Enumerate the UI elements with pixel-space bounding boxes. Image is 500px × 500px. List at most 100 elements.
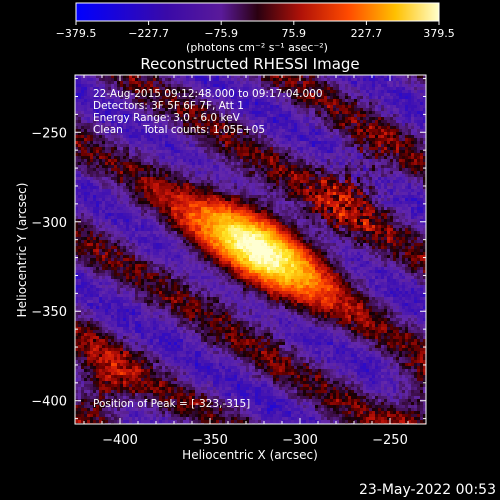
heatmap-cell [414, 189, 418, 193]
heatmap-cell [183, 192, 187, 196]
heatmap-cell [231, 75, 235, 79]
heatmap-cell [321, 141, 325, 145]
heatmap-cell [147, 135, 151, 139]
heatmap-cell [231, 156, 235, 160]
heatmap-cell [180, 156, 184, 160]
heatmap-cell [399, 195, 403, 199]
heatmap-cell [321, 102, 325, 106]
heatmap-cell [417, 87, 421, 91]
heatmap-cell [297, 144, 301, 148]
heatmap-cell [369, 147, 373, 151]
heatmap-cell [354, 78, 358, 82]
heatmap-cell [120, 156, 124, 160]
heatmap-cell [393, 102, 397, 106]
heatmap-cell [108, 123, 112, 127]
heatmap-cell [141, 105, 145, 109]
heatmap-cell [198, 168, 202, 172]
heatmap-cell [237, 93, 241, 97]
heatmap-cell [183, 189, 187, 193]
heatmap-cell [294, 108, 298, 112]
heatmap-cell [177, 96, 181, 100]
heatmap-cell [186, 120, 190, 124]
heatmap-cell [174, 120, 178, 124]
heatmap-cell [240, 105, 244, 109]
heatmap-cell [99, 132, 103, 136]
heatmap-cell [318, 138, 322, 142]
heatmap-cell [174, 96, 178, 100]
heatmap-cell [393, 156, 397, 160]
heatmap-cell [381, 159, 385, 163]
heatmap-cell [75, 108, 79, 112]
heatmap-cell [225, 183, 229, 187]
heatmap-cell [216, 153, 220, 157]
heatmap-cell [285, 165, 289, 169]
heatmap-cell [381, 168, 385, 172]
heatmap-cell [210, 195, 214, 199]
heatmap-cell [264, 138, 268, 142]
heatmap-cell [264, 132, 268, 136]
heatmap-cell [213, 120, 217, 124]
heatmap-cell [246, 75, 250, 79]
heatmap-cell [414, 192, 418, 196]
heatmap-cell [222, 138, 226, 142]
heatmap-cell [108, 120, 112, 124]
heatmap-cell [306, 81, 310, 85]
heatmap-cell [120, 165, 124, 169]
heatmap-cell [99, 141, 103, 145]
heatmap-cell [75, 186, 79, 190]
heatmap-cell [204, 99, 208, 103]
heatmap-cell [90, 78, 94, 82]
heatmap-cell [393, 186, 397, 190]
heatmap-cell [315, 192, 319, 196]
heatmap-cell [297, 96, 301, 100]
heatmap-cell [345, 108, 349, 112]
heatmap-cell [363, 171, 367, 175]
heatmap-cell [255, 153, 259, 157]
heatmap-cell [132, 198, 136, 202]
heatmap-cell [153, 129, 157, 133]
heatmap-cell [309, 192, 313, 196]
heatmap-cell [177, 186, 181, 190]
heatmap-cell [195, 102, 199, 106]
heatmap-cell [114, 147, 118, 151]
heatmap-cell [348, 189, 352, 193]
heatmap-cell [165, 84, 169, 88]
heatmap-cell [261, 141, 265, 145]
heatmap-cell [228, 162, 232, 166]
heatmap-cell [81, 156, 85, 160]
heatmap-cell [300, 192, 304, 196]
heatmap-cell [396, 87, 400, 91]
heatmap-cell [135, 198, 139, 202]
heatmap-cell [243, 102, 247, 106]
heatmap-cell [132, 192, 136, 196]
heatmap-cell [93, 135, 97, 139]
heatmap-cell [342, 141, 346, 145]
heatmap-cell [195, 75, 199, 79]
heatmap-cell [318, 183, 322, 187]
heatmap-cell [366, 114, 370, 118]
heatmap-cell [129, 147, 133, 151]
heatmap-cell [168, 126, 172, 130]
heatmap-cell [267, 177, 271, 181]
heatmap-cell [78, 117, 82, 121]
heatmap-cell [192, 186, 196, 190]
heatmap-cell [399, 120, 403, 124]
heatmap-cell [273, 117, 277, 121]
heatmap-cell [264, 99, 268, 103]
heatmap-cell [108, 141, 112, 145]
heatmap-cell [117, 174, 121, 178]
heatmap-cell [150, 75, 154, 79]
heatmap-cell [210, 99, 214, 103]
heatmap-cell [138, 123, 142, 127]
heatmap-cell [354, 144, 358, 148]
heatmap-cell [405, 114, 409, 118]
heatmap-cell [240, 111, 244, 115]
heatmap-cell [315, 87, 319, 91]
heatmap-cell [420, 129, 424, 133]
heatmap-cell [102, 75, 106, 79]
heatmap-cell [213, 108, 217, 112]
heatmap-cell [246, 132, 250, 136]
heatmap-cell [261, 111, 265, 115]
heatmap-cell [96, 123, 100, 127]
heatmap-cell [423, 156, 426, 160]
